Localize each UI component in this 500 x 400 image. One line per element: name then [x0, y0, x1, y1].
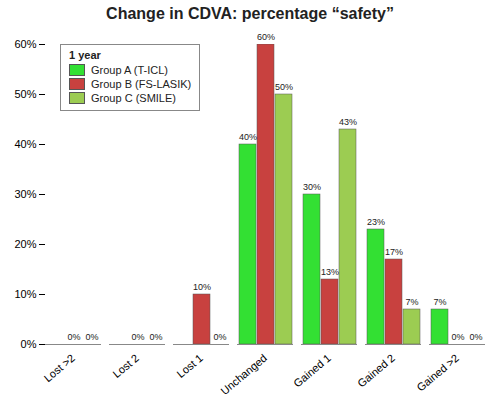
html-text:Change in CDVA: percentage “sa: Change in CDVA: percentage “safety”: [106, 5, 394, 22]
svg-text:7%: 7%: [433, 297, 446, 307]
html-text:Group C (SMILE): Group C (SMILE): [91, 92, 176, 104]
svg-text:0%: 0%: [451, 332, 464, 342]
svg-text:30%: 30%: [14, 188, 36, 200]
svg-text:50%: 50%: [275, 82, 293, 92]
svg-text:40%: 40%: [239, 132, 257, 142]
svg-text:30%: 30%: [303, 182, 321, 192]
svg-text:0%: 0%: [21, 338, 37, 350]
svg-text:0%: 0%: [85, 332, 98, 342]
svg-text:43%: 43%: [339, 117, 357, 127]
html-text:Group B (FS-LASIK): Group B (FS-LASIK): [91, 78, 192, 90]
svg-text:60%: 60%: [14, 38, 36, 50]
svg-text:20%: 20%: [14, 238, 36, 250]
svg-text:60%: 60%: [257, 32, 275, 42]
html-text:Group A (T-ICL): Group A (T-ICL): [91, 64, 168, 76]
svg-text:Lost 2: Lost 2: [110, 352, 141, 380]
svg-text:50%: 50%: [14, 88, 36, 100]
svg-text:Gained >2: Gained >2: [414, 352, 461, 394]
svg-text:Lost 1: Lost 1: [174, 352, 205, 380]
svg-text:0%: 0%: [469, 332, 482, 342]
svg-text:0%: 0%: [213, 332, 226, 342]
svg-text:17%: 17%: [385, 247, 403, 257]
svg-text:Lost >2: Lost >2: [41, 352, 77, 385]
svg-text:10%: 10%: [14, 288, 36, 300]
svg-text:40%: 40%: [14, 138, 36, 150]
svg-text:Gained 1: Gained 1: [291, 352, 333, 390]
svg-text:0%: 0%: [131, 332, 144, 342]
svg-text:0%: 0%: [149, 332, 162, 342]
html-text:1 year: 1 year: [69, 49, 101, 61]
svg-text:7%: 7%: [405, 297, 418, 307]
svg-text:13%: 13%: [321, 267, 339, 277]
svg-text:10%: 10%: [193, 282, 211, 292]
svg-text:Unchanged: Unchanged: [218, 352, 269, 397]
svg-text:23%: 23%: [367, 217, 385, 227]
svg-text:Gained 2: Gained 2: [355, 352, 397, 390]
svg-text:0%: 0%: [67, 332, 80, 342]
